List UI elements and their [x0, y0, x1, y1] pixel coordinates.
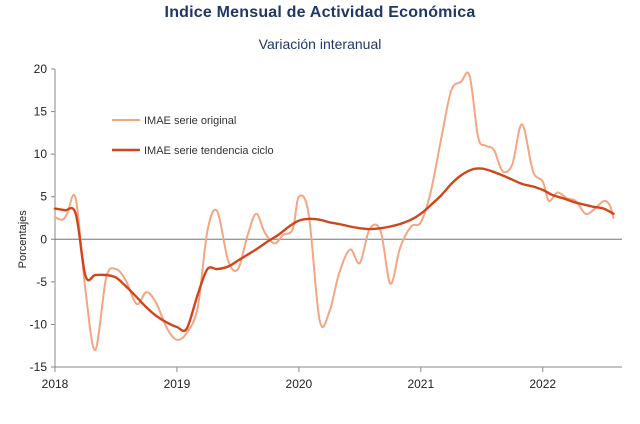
y-tick-label: 10 [34, 147, 48, 161]
chart-axes: 20 15 10 5 0 -5 -10 -15 2018 2019 2020 2021 2022 Porc… [17, 62, 622, 391]
series-line-tendencia [53, 167, 615, 333]
chart-legend: IMAE serie original IMAE serie tendencia … [105, 100, 327, 168]
legend-box [105, 100, 327, 168]
y-tick-label: -10 [30, 317, 48, 331]
y-tick-label: 20 [34, 62, 48, 76]
x-tick-label: 2022 [529, 377, 556, 391]
y-tick-label: -15 [30, 360, 48, 374]
y-tick-label: 0 [40, 232, 47, 246]
y-tick-label: -5 [36, 275, 47, 289]
y-tick-label: 5 [40, 190, 47, 204]
legend-label: IMAE serie tendencia ciclo [144, 145, 274, 157]
legend-label: IMAE serie original [144, 115, 236, 127]
y-tick-label: 15 [34, 105, 48, 119]
x-tick-label: 2021 [407, 377, 434, 391]
chart-series [53, 71, 615, 352]
chart-title: Indice Mensual de Actividad Económica [164, 4, 476, 21]
series-line-original [54, 71, 615, 352]
x-tick-label: 2020 [286, 377, 313, 391]
x-tick-label: 2019 [164, 377, 191, 391]
x-tick-label: 2018 [42, 377, 69, 391]
chart-subtitle: Variación interanual [258, 36, 382, 52]
y-axis-label: Porcentajes [17, 210, 29, 269]
